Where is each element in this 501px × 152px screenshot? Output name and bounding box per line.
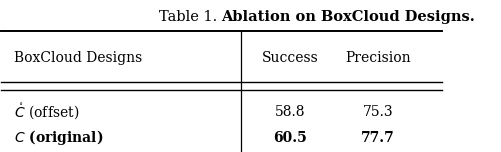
Text: 60.5: 60.5 xyxy=(273,131,306,145)
Text: $\mathring{C}$ (offset): $\mathring{C}$ (offset) xyxy=(14,102,79,122)
Text: Success: Success xyxy=(261,51,318,65)
Text: Precision: Precision xyxy=(345,51,410,65)
Text: 58.8: 58.8 xyxy=(274,105,305,119)
Text: 77.7: 77.7 xyxy=(361,131,394,145)
Text: Ablation on BoxCloud Designs.: Ablation on BoxCloud Designs. xyxy=(221,10,474,24)
Text: $C$ (original): $C$ (original) xyxy=(14,128,103,147)
Text: 75.3: 75.3 xyxy=(362,105,393,119)
Text: Table 1.: Table 1. xyxy=(158,10,221,24)
Text: BoxCloud Designs: BoxCloud Designs xyxy=(14,51,142,65)
